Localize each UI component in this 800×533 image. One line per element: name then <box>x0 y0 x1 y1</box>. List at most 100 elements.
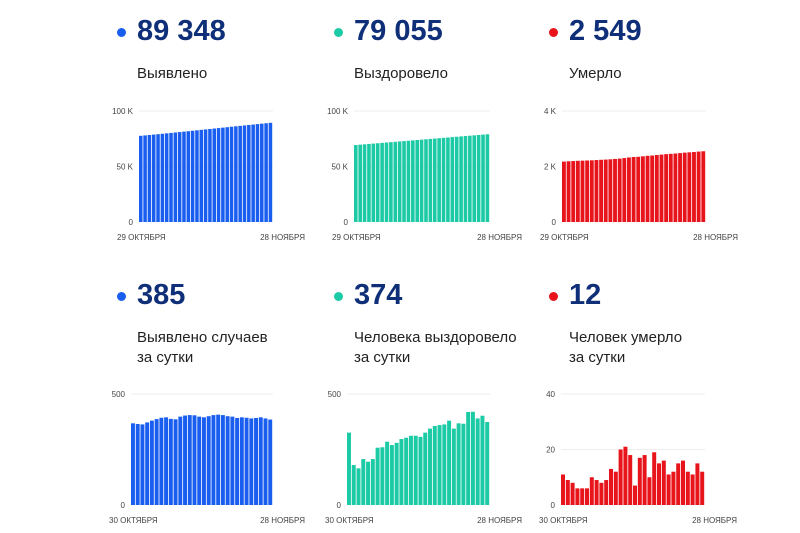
bar <box>636 156 641 222</box>
bar <box>571 161 576 222</box>
bar <box>389 445 394 505</box>
bar <box>575 488 580 505</box>
bar <box>623 446 628 505</box>
bar <box>212 128 217 222</box>
bar <box>432 425 437 505</box>
legend-dot-icon <box>117 28 126 37</box>
bar <box>418 436 423 505</box>
cases-total-label: Выявлено <box>137 64 207 84</box>
bar <box>437 425 442 505</box>
x-end-label: 28 НОЯБРЯ <box>260 233 305 242</box>
bar <box>206 416 211 505</box>
bar <box>599 159 604 222</box>
cases-total-value: 89 348 <box>137 15 226 47</box>
bar <box>673 153 678 222</box>
bar <box>424 139 428 222</box>
bar <box>268 419 273 505</box>
bar <box>225 416 230 505</box>
bar <box>428 138 433 222</box>
bar <box>622 158 627 222</box>
bar <box>351 465 356 505</box>
bar <box>268 122 273 222</box>
bar <box>411 140 415 222</box>
label-line: за сутки <box>354 349 411 366</box>
bar <box>570 482 575 505</box>
bar <box>263 418 268 505</box>
bar <box>145 422 150 505</box>
bar <box>216 128 221 222</box>
bar <box>640 156 645 222</box>
y-tick-label: 20 <box>546 446 555 455</box>
bar <box>347 432 351 505</box>
bar <box>661 460 666 505</box>
bar <box>131 423 135 505</box>
bar <box>143 135 147 222</box>
bar <box>637 457 642 505</box>
bar <box>192 415 197 505</box>
bar <box>461 423 466 505</box>
bar <box>220 415 225 505</box>
bar <box>356 468 361 505</box>
label-line: Человек умерло <box>569 329 683 346</box>
deaths-total-value: 2 549 <box>569 15 642 47</box>
deaths-total-label: Умерло <box>569 64 622 84</box>
cases-daily-value: 385 <box>137 279 186 311</box>
bar <box>682 152 687 222</box>
legend-dot-icon <box>549 292 558 301</box>
cases-daily-label: Выявлено случаев за сутки <box>137 328 268 368</box>
bar <box>470 411 475 505</box>
bar <box>178 416 183 505</box>
bar <box>402 141 406 222</box>
recovered-daily-label: Человека выздоровело за сутки <box>354 328 517 368</box>
recovered-total-value: 79 055 <box>354 15 443 47</box>
bar <box>437 138 441 222</box>
legend-dot-icon <box>334 28 343 37</box>
x-end-label: 28 НОЯБРЯ <box>693 233 738 242</box>
bar <box>255 124 260 222</box>
bar <box>475 418 480 505</box>
x-start-label: 30 ОКТЯБРЯ <box>109 516 158 525</box>
bar <box>599 482 604 505</box>
label-line: Человека выздоровело <box>354 329 517 346</box>
bar <box>628 455 633 505</box>
bar <box>654 155 659 222</box>
bar <box>594 480 599 505</box>
bar <box>645 155 650 222</box>
x-start-label: 30 ОКТЯБРЯ <box>539 516 588 525</box>
bar <box>186 131 191 222</box>
bar <box>633 485 637 505</box>
bar <box>566 161 571 222</box>
bar <box>666 474 671 505</box>
y-tick-label: 100 K <box>327 107 349 116</box>
bar <box>397 141 402 222</box>
y-tick-label: 4 K <box>544 107 557 116</box>
bar <box>380 447 385 505</box>
bar <box>173 132 178 222</box>
y-tick-label: 0 <box>552 218 557 227</box>
bar <box>594 160 599 222</box>
bar <box>442 424 447 505</box>
y-tick-label: 500 <box>112 390 126 399</box>
bar <box>404 437 409 505</box>
bar <box>585 160 590 222</box>
bar <box>238 125 242 222</box>
bar <box>463 136 468 222</box>
bar <box>468 135 472 222</box>
bar <box>451 428 456 505</box>
bar <box>613 471 618 505</box>
bar <box>358 144 362 222</box>
legend-dot-icon <box>334 292 343 301</box>
bar <box>147 135 152 222</box>
bar <box>195 130 199 222</box>
bar <box>197 416 202 505</box>
bar <box>393 141 398 222</box>
bar <box>135 423 140 505</box>
bar <box>249 418 254 505</box>
bar <box>466 411 471 505</box>
bar <box>561 474 565 505</box>
bar <box>659 154 664 222</box>
bar <box>642 455 647 505</box>
